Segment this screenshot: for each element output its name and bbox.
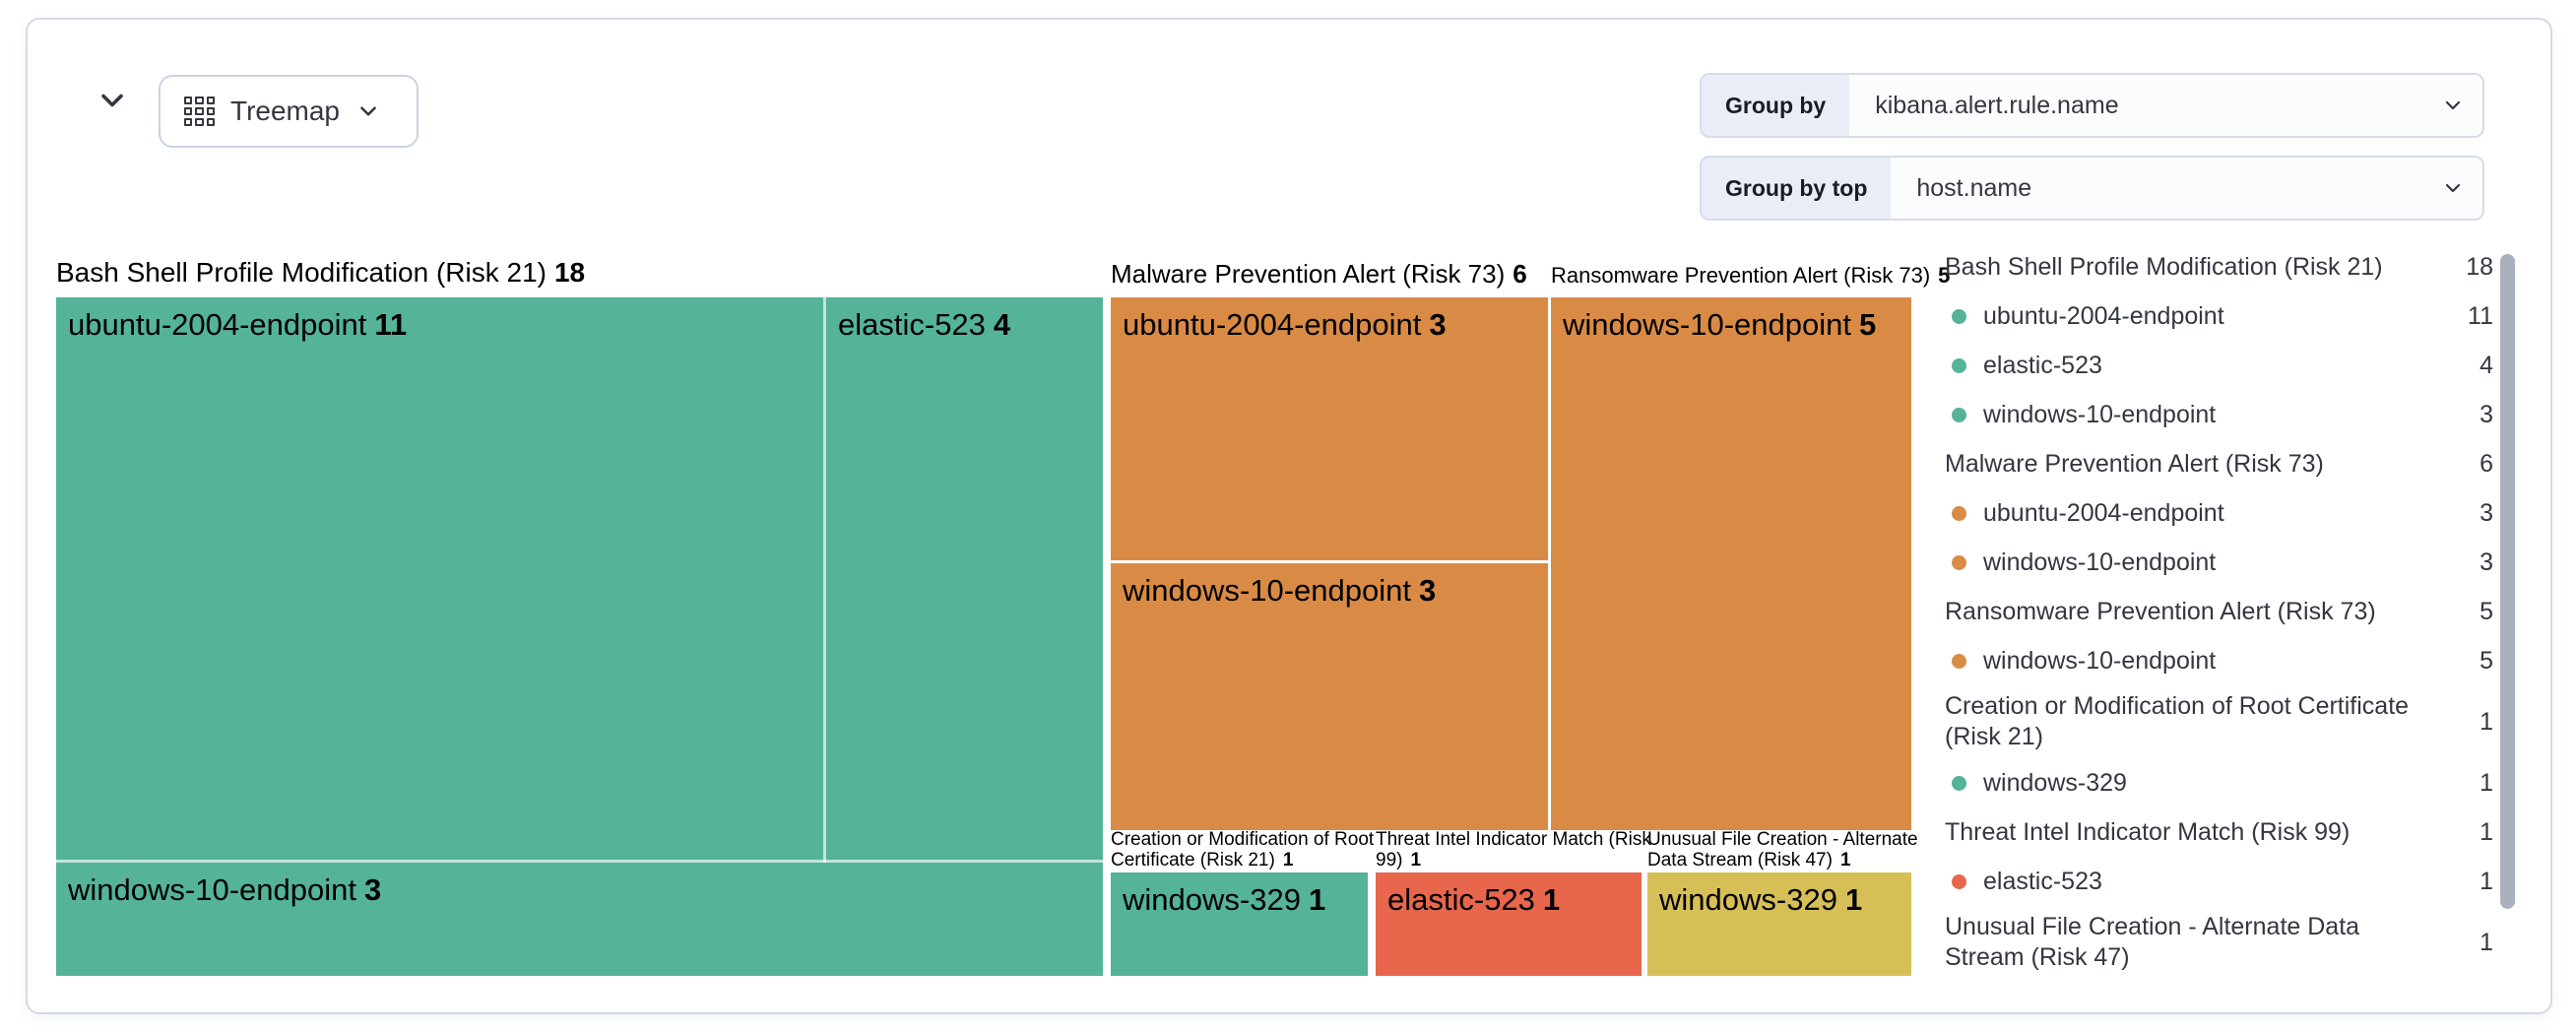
treemap-tile[interactable]: windows-329 1	[1647, 872, 1911, 976]
treemap-group-header: Unusual File Creation - Alternate Data S…	[1647, 829, 1918, 871]
collapse-panel-button[interactable]	[89, 77, 136, 124]
group-by-top-select[interactable]: Group by top host.name	[1700, 156, 2484, 221]
legend-dot-icon	[1952, 554, 1966, 570]
legend-dot-icon	[1952, 873, 1966, 889]
legend-item-row[interactable]: windows-329 1	[1945, 758, 2493, 807]
tile-divider	[1111, 560, 1548, 563]
group-by-select[interactable]: Group by kibana.alert.rule.name	[1700, 73, 2484, 138]
legend-group-row[interactable]: Unusual File Creation - Alternate Data S…	[1945, 913, 2493, 971]
legend-item-row[interactable]: windows-10-endpoint 3	[1945, 538, 2493, 587]
treemap-group-header: Creation or Modification of Root Certifi…	[1111, 829, 1375, 871]
treemap-tile[interactable]: windows-10-endpoint 5	[1551, 297, 1911, 830]
legend-group-row[interactable]: Threat Intel Indicator Match (Risk 99) 1	[1945, 817, 2493, 846]
chevron-down-icon	[2445, 100, 2461, 110]
chevron-down-icon	[360, 106, 376, 116]
chevron-down-icon	[2445, 183, 2461, 193]
treemap-group-header: Bash Shell Profile Modification (Risk 21…	[56, 256, 586, 288]
treemap-tile[interactable]: ubuntu-2004-endpoint 11	[56, 297, 826, 863]
group-by-value: kibana.alert.rule.name	[1875, 91, 2119, 119]
chart-type-label: Treemap	[230, 96, 341, 126]
treemap-group-header: Threat Intel Indicator Match (Risk 99) 1	[1376, 829, 1651, 871]
legend-item-row[interactable]: elastic-523 4	[1945, 341, 2493, 390]
legend-item-row[interactable]: ubuntu-2004-endpoint 3	[1945, 488, 2493, 538]
treemap-group-header: Ransomware Prevention Alert (Risk 73) 5	[1551, 263, 1951, 289]
chart-type-selector-button[interactable]: Treemap	[159, 75, 419, 148]
treemap-tile[interactable]: windows-10-endpoint 3	[1111, 563, 1548, 830]
legend-item-row[interactable]: elastic-523 1	[1945, 857, 2493, 906]
treemap-tile[interactable]: windows-329 1	[1111, 872, 1368, 976]
treemap-tile[interactable]: windows-10-endpoint 3	[56, 863, 1103, 976]
treemap-tile[interactable]: ubuntu-2004-endpoint 3	[1111, 297, 1548, 560]
legend-group-row[interactable]: Bash Shell Profile Modification (Risk 21…	[1945, 252, 2493, 281]
legend-dot-icon	[1952, 775, 1966, 791]
legend-scrollbar[interactable]	[2500, 254, 2515, 909]
tile-divider	[823, 297, 826, 863]
legend-dot-icon	[1952, 407, 1966, 422]
chevron-down-icon	[101, 94, 123, 107]
treemap-group-header: Malware Prevention Alert (Risk 73) 6	[1111, 258, 1527, 289]
legend-group-row[interactable]: Ransomware Prevention Alert (Risk 73) 5	[1945, 597, 2493, 625]
legend-dot-icon	[1952, 308, 1966, 324]
legend-group-row[interactable]: Creation or Modification of Root Certifi…	[1945, 692, 2493, 750]
group-by-label: Group by	[1702, 75, 1850, 136]
treemap-tile[interactable]: elastic-523 1	[1376, 872, 1642, 976]
legend-item-row[interactable]: ubuntu-2004-endpoint 11	[1945, 291, 2493, 341]
legend-dot-icon	[1952, 505, 1966, 521]
legend: Bash Shell Profile Modification (Risk 21…	[1945, 242, 2493, 979]
treemap-tile[interactable]: elastic-523 4	[826, 297, 1103, 863]
legend-group-row[interactable]: Malware Prevention Alert (Risk 73) 6	[1945, 449, 2493, 478]
tile-divider	[56, 860, 1103, 863]
legend-item-row[interactable]: windows-10-endpoint 3	[1945, 390, 2493, 439]
treemap-grid-icon	[184, 96, 215, 127]
legend-item-row[interactable]: windows-10-endpoint 5	[1945, 636, 2493, 685]
legend-dot-icon	[1952, 653, 1966, 669]
legend-dot-icon	[1952, 357, 1966, 373]
group-by-top-value: host.name	[1916, 173, 2032, 202]
group-by-top-label: Group by top	[1702, 158, 1892, 219]
